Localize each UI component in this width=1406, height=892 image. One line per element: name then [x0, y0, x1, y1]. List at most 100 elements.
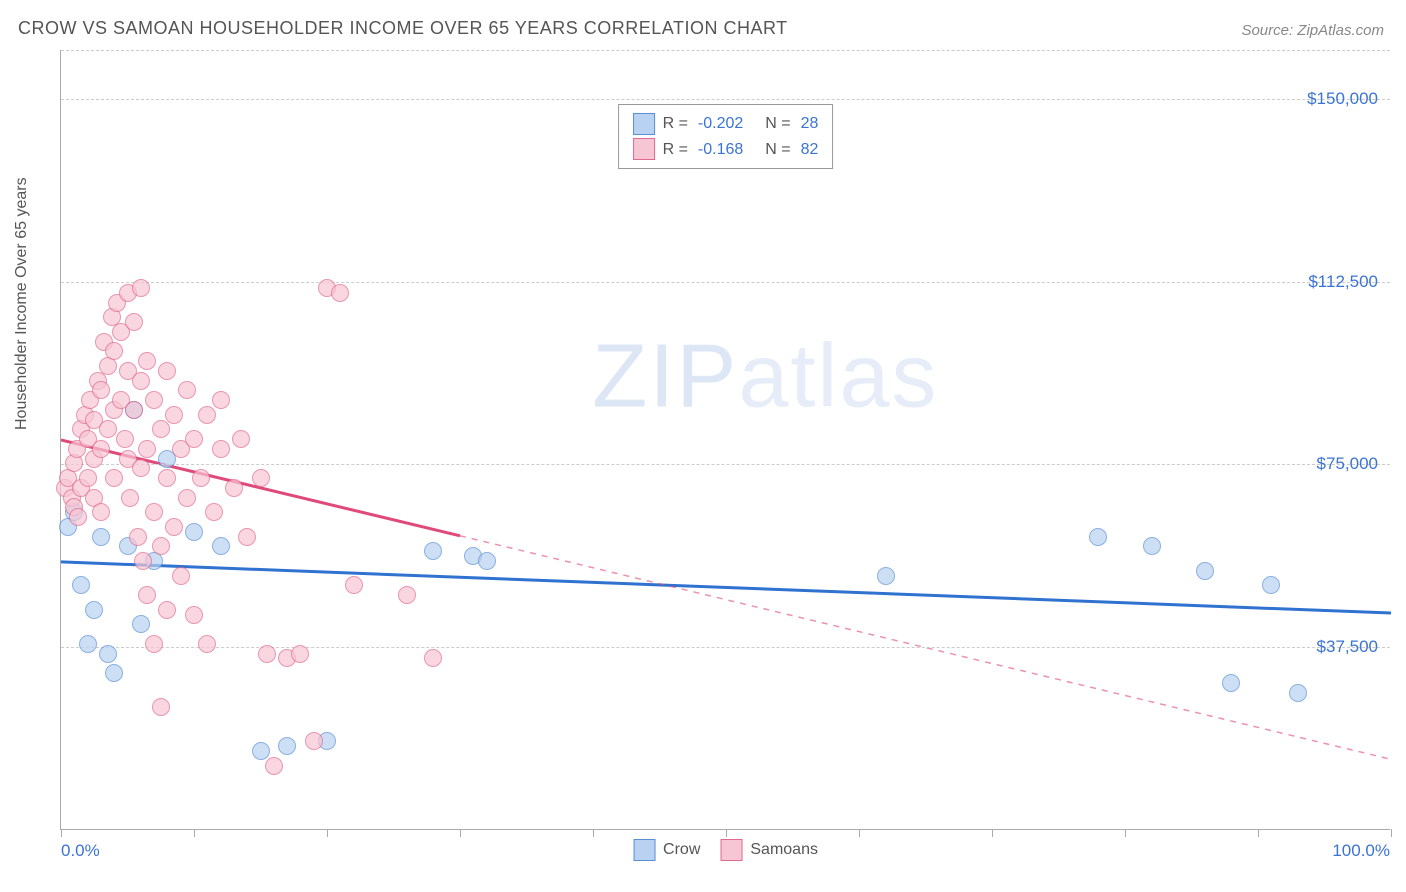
y-tick-label: $75,000 [1317, 454, 1378, 474]
data-point [212, 537, 230, 555]
x-tick [194, 829, 195, 837]
data-point [238, 528, 256, 546]
gridline [61, 99, 1390, 100]
data-point [132, 459, 150, 477]
data-point [345, 576, 363, 594]
data-point [132, 279, 150, 297]
data-point [198, 406, 216, 424]
data-point [79, 469, 97, 487]
data-point [1289, 684, 1307, 702]
legend-r-value: -0.168 [698, 137, 743, 163]
data-point [138, 440, 156, 458]
data-point [134, 552, 152, 570]
data-point [92, 440, 110, 458]
data-point [165, 406, 183, 424]
legend-stats: R =-0.202N =28R =-0.168N =82 [618, 104, 834, 169]
data-point [92, 381, 110, 399]
data-point [145, 391, 163, 409]
data-point [105, 469, 123, 487]
x-tick [327, 829, 328, 837]
watermark: ZIPatlas [592, 326, 938, 429]
data-point [99, 645, 117, 663]
data-point [158, 469, 176, 487]
data-point [152, 698, 170, 716]
correlation-chart: CROW VS SAMOAN HOUSEHOLDER INCOME OVER 6… [0, 0, 1406, 892]
legend-n-value: 82 [801, 137, 819, 163]
data-point [252, 742, 270, 760]
data-point [1089, 528, 1107, 546]
data-point [265, 757, 283, 775]
data-point [212, 440, 230, 458]
x-axis-min-label: 0.0% [61, 841, 100, 861]
data-point [185, 606, 203, 624]
data-point [79, 635, 97, 653]
legend-stat-row: R =-0.202N =28 [633, 111, 819, 137]
data-point [121, 489, 139, 507]
legend-swatch [633, 839, 655, 861]
data-point [105, 342, 123, 360]
data-point [877, 567, 895, 585]
x-tick [1258, 829, 1259, 837]
y-tick-label: $112,500 [1308, 272, 1378, 292]
data-point [152, 537, 170, 555]
x-tick [1125, 829, 1126, 837]
y-tick-label: $150,000 [1307, 89, 1378, 109]
data-point [125, 401, 143, 419]
legend-swatch [633, 138, 655, 160]
legend-series-item: Crow [633, 839, 700, 861]
data-point [138, 586, 156, 604]
data-point [1143, 537, 1161, 555]
y-axis-title: Householder Income Over 65 years [13, 177, 31, 430]
data-point [92, 503, 110, 521]
data-point [252, 469, 270, 487]
data-point [185, 430, 203, 448]
data-point [424, 542, 442, 560]
data-point [158, 362, 176, 380]
legend-r-value: -0.202 [698, 111, 743, 137]
data-point [129, 528, 147, 546]
data-point [69, 508, 87, 526]
data-point [1222, 674, 1240, 692]
x-tick [1391, 829, 1392, 837]
legend-r-label: R = [663, 137, 688, 163]
gridline [61, 282, 1390, 283]
data-point [185, 523, 203, 541]
data-point [192, 469, 210, 487]
data-point [305, 732, 323, 750]
data-point [212, 391, 230, 409]
legend-stat-row: R =-0.168N =82 [633, 137, 819, 163]
legend-series-item: Samoans [720, 839, 818, 861]
data-point [138, 352, 156, 370]
x-tick [61, 829, 62, 837]
x-axis-max-label: 100.0% [1332, 841, 1390, 861]
data-point [478, 552, 496, 570]
data-point [172, 567, 190, 585]
x-tick [593, 829, 594, 837]
data-point [331, 284, 349, 302]
data-point [99, 420, 117, 438]
data-point [291, 645, 309, 663]
data-point [225, 479, 243, 497]
data-point [145, 503, 163, 521]
chart-title: CROW VS SAMOAN HOUSEHOLDER INCOME OVER 6… [18, 18, 788, 39]
x-tick [726, 829, 727, 837]
legend-n-label: N = [765, 111, 790, 137]
legend-series-label: Crow [663, 841, 700, 859]
legend-swatch [720, 839, 742, 861]
data-point [105, 664, 123, 682]
x-tick [992, 829, 993, 837]
data-point [1262, 576, 1280, 594]
data-point [92, 528, 110, 546]
data-point [145, 635, 163, 653]
y-tick-label: $37,500 [1317, 637, 1378, 657]
data-point [178, 489, 196, 507]
x-tick [859, 829, 860, 837]
data-point [232, 430, 250, 448]
legend-series-label: Samoans [750, 841, 818, 859]
data-point [132, 372, 150, 390]
data-point [165, 518, 183, 536]
legend-n-value: 28 [801, 111, 819, 137]
legend-swatch [633, 113, 655, 135]
data-point [424, 649, 442, 667]
data-point [116, 430, 134, 448]
